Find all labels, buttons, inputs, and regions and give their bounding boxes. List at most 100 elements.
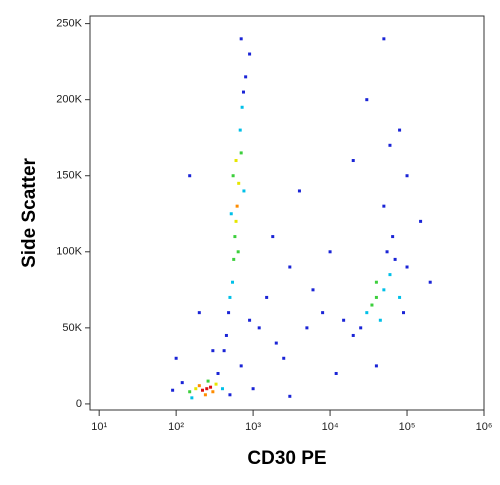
data-point [234, 219, 238, 223]
data-point [385, 250, 389, 254]
data-point [374, 295, 378, 299]
data-point [190, 396, 194, 400]
data-point [227, 311, 231, 315]
data-point [265, 295, 269, 299]
y-tick-label: 100K [56, 246, 82, 258]
data-point [297, 189, 301, 193]
data-point [248, 318, 252, 322]
data-point [365, 311, 369, 315]
data-point [419, 219, 423, 223]
data-point [222, 349, 226, 353]
data-point [171, 388, 175, 392]
data-point [240, 105, 244, 109]
data-point [211, 349, 215, 353]
data-point [197, 384, 201, 388]
data-point [241, 90, 245, 94]
data-point [216, 371, 220, 375]
x-tick-label: 10¹ [91, 421, 107, 433]
data-point [180, 381, 184, 385]
data-point [393, 257, 397, 261]
data-point [174, 356, 178, 360]
data-point [282, 356, 286, 360]
y-tick-label: 250K [56, 18, 82, 30]
data-point [236, 250, 240, 254]
data-point [244, 75, 248, 79]
data-point [188, 174, 192, 178]
data-point [257, 326, 261, 330]
data-point [211, 390, 215, 394]
data-point [206, 379, 210, 383]
y-tick-label: 50K [62, 322, 82, 334]
data-point [398, 295, 402, 299]
data-point [288, 265, 292, 269]
y-tick-label: 0 [76, 398, 82, 410]
data-point [391, 235, 395, 239]
data-point [351, 159, 355, 163]
data-point [402, 311, 406, 315]
y-tick-label: 150K [56, 170, 82, 182]
data-point [405, 265, 409, 269]
data-point [228, 295, 232, 299]
data-point [374, 280, 378, 284]
data-point [205, 387, 209, 391]
data-point [428, 280, 432, 284]
x-tick-label: 10⁵ [399, 421, 416, 433]
data-point [251, 387, 255, 391]
data-point [239, 37, 243, 41]
data-point [220, 387, 224, 391]
data-point [203, 393, 207, 397]
data-point [233, 235, 237, 239]
x-axis-label: CD30 PE [247, 448, 326, 469]
y-axis-label: Side Scatter [19, 157, 40, 267]
data-point [242, 189, 246, 193]
data-point [200, 388, 204, 392]
data-point [238, 128, 242, 132]
data-point [288, 394, 292, 398]
data-point [388, 143, 392, 147]
data-point [359, 326, 363, 330]
data-point [237, 181, 241, 185]
data-point [321, 311, 325, 315]
plot-frame [89, 15, 485, 411]
data-point [239, 364, 243, 368]
y-tick-label: 200K [56, 94, 82, 106]
data-point [274, 341, 278, 345]
data-point [398, 128, 402, 132]
data-point [232, 257, 236, 261]
data-point [188, 390, 192, 394]
data-point [365, 98, 369, 102]
data-point [224, 333, 228, 337]
x-tick-label: 10³ [245, 421, 261, 433]
data-point [382, 288, 386, 292]
data-point [228, 393, 232, 397]
data-point [382, 37, 386, 41]
data-point [378, 318, 382, 322]
data-point [334, 371, 338, 375]
data-point [405, 174, 409, 178]
data-point [239, 151, 243, 155]
x-tick-label: 10² [168, 421, 184, 433]
data-point [370, 303, 374, 307]
data-point [311, 288, 315, 292]
data-point [214, 382, 218, 386]
data-point [194, 387, 198, 391]
data-point [235, 204, 239, 208]
data-point [271, 235, 275, 239]
data-point [248, 52, 252, 56]
data-point [231, 174, 235, 178]
data-point [197, 311, 201, 315]
x-tick-label: 10⁶ [476, 421, 493, 433]
data-point [305, 326, 309, 330]
data-point [231, 280, 235, 284]
data-point [351, 333, 355, 337]
data-point [209, 385, 213, 389]
data-point [234, 159, 238, 163]
data-point [388, 273, 392, 277]
data-point [342, 318, 346, 322]
x-tick-label: 10⁴ [322, 421, 339, 433]
data-point [382, 204, 386, 208]
data-point [374, 364, 378, 368]
data-point [229, 212, 233, 216]
data-point [328, 250, 332, 254]
